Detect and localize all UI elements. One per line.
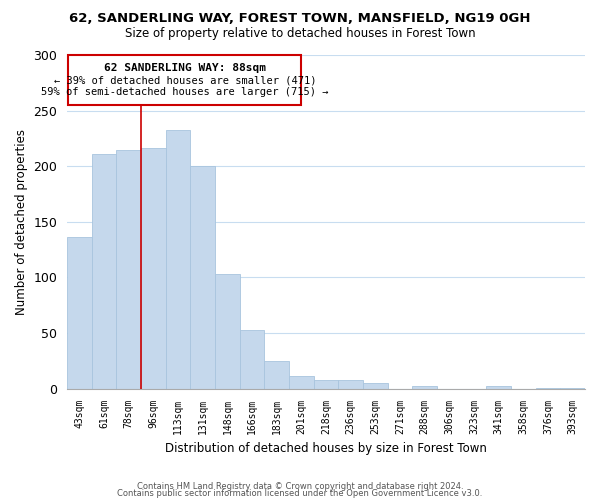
Bar (240, 330, 265, 388)
Bar (215, 274, 240, 388)
Text: 62, SANDERLING WAY, FOREST TOWN, MANSFIELD, NG19 0GH: 62, SANDERLING WAY, FOREST TOWN, MANSFIE… (69, 12, 531, 26)
Y-axis label: Number of detached properties: Number of detached properties (15, 129, 28, 315)
Bar (289, 376, 314, 388)
Bar (166, 130, 190, 388)
Bar (363, 383, 388, 388)
Text: 62 SANDERLING WAY: 88sqm: 62 SANDERLING WAY: 88sqm (104, 63, 266, 73)
Bar (338, 380, 363, 388)
Text: ← 39% of detached houses are smaller (471): ← 39% of detached houses are smaller (47… (53, 75, 316, 85)
Bar (141, 148, 166, 388)
Bar (116, 150, 141, 388)
Bar (487, 386, 511, 388)
Bar (314, 380, 338, 388)
Text: 59% of semi-detached houses are larger (715) →: 59% of semi-detached houses are larger (… (41, 88, 329, 98)
Bar (265, 361, 289, 388)
Text: Size of property relative to detached houses in Forest Town: Size of property relative to detached ho… (125, 28, 475, 40)
Text: Contains HM Land Registry data © Crown copyright and database right 2024.: Contains HM Land Registry data © Crown c… (137, 482, 463, 491)
Bar (67, 238, 92, 388)
Bar (412, 386, 437, 388)
FancyBboxPatch shape (68, 55, 301, 105)
X-axis label: Distribution of detached houses by size in Forest Town: Distribution of detached houses by size … (165, 442, 487, 455)
Bar (190, 166, 215, 388)
Text: Contains public sector information licensed under the Open Government Licence v3: Contains public sector information licen… (118, 490, 482, 498)
Bar (92, 154, 116, 388)
